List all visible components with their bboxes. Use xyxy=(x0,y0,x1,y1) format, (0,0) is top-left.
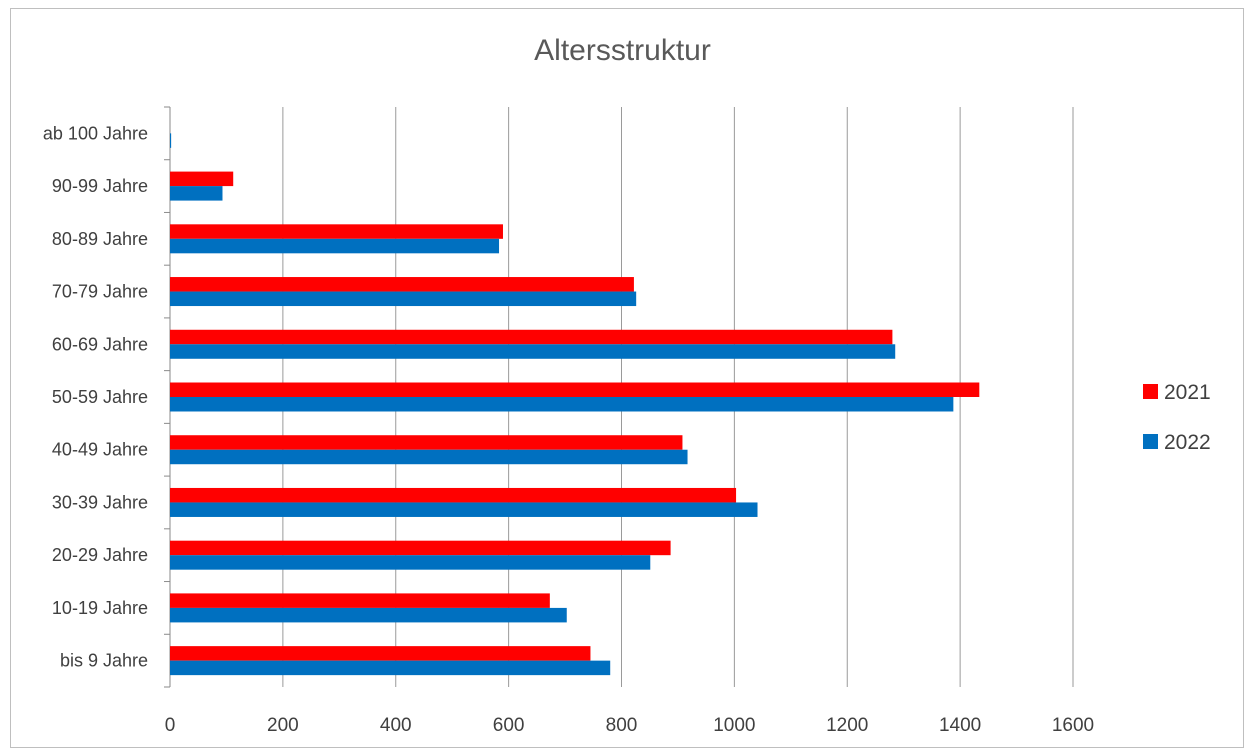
category-label: 60-69 Jahre xyxy=(52,334,148,354)
chart-frame xyxy=(10,8,1244,748)
category-label: 40-49 Jahre xyxy=(52,440,148,460)
category-label: 10-19 Jahre xyxy=(52,598,148,618)
legend-swatch xyxy=(1143,434,1158,449)
bar-2021 xyxy=(170,277,634,292)
bar-2021 xyxy=(170,593,550,608)
category-label: 20-29 Jahre xyxy=(52,545,148,565)
bar-2022 xyxy=(170,344,896,359)
bar-2022 xyxy=(170,449,688,465)
x-tick-label: 1200 xyxy=(826,715,868,736)
x-tick-label: 0 xyxy=(165,715,176,736)
bar-2021 xyxy=(170,224,503,239)
x-tick-label: 1400 xyxy=(939,715,981,736)
bar-2022 xyxy=(170,660,611,676)
x-tick-label: 200 xyxy=(267,715,299,736)
category-label: ab 100 Jahre xyxy=(43,123,148,143)
bar-2021 xyxy=(170,540,671,556)
bar-2021 xyxy=(170,646,591,661)
category-label: 30-39 Jahre xyxy=(52,492,148,512)
bar-2022 xyxy=(170,238,500,254)
bar-2021 xyxy=(170,329,893,345)
legend-swatch xyxy=(1143,384,1158,399)
category-label: 50-59 Jahre xyxy=(52,387,148,407)
bar-2021 xyxy=(170,171,234,187)
x-tick-label: 400 xyxy=(380,715,412,736)
bar-2021 xyxy=(170,487,737,503)
bar-2022 xyxy=(170,133,172,148)
bar-2022 xyxy=(170,291,637,307)
chart-title: Altersstruktur xyxy=(534,34,711,67)
x-tick-label: 800 xyxy=(606,715,638,736)
bar-2022 xyxy=(170,555,651,570)
category-label: 80-89 Jahre xyxy=(52,229,148,249)
x-tick-label: 1000 xyxy=(713,715,755,736)
bar-2022 xyxy=(170,607,567,623)
category-label: 90-99 Jahre xyxy=(52,176,148,196)
bar-2022 xyxy=(170,186,223,201)
legend-label: 2021 xyxy=(1164,381,1211,404)
bar-2022 xyxy=(170,502,758,517)
category-label: bis 9 Jahre xyxy=(60,651,148,671)
x-tick-label: 1600 xyxy=(1052,715,1094,736)
bar-2021 xyxy=(170,435,683,450)
bar-2022 xyxy=(170,397,954,412)
x-tick-label: 600 xyxy=(493,715,525,736)
bar-2021 xyxy=(170,382,980,397)
legend-label: 2022 xyxy=(1164,431,1211,454)
category-label: 70-79 Jahre xyxy=(52,282,148,302)
